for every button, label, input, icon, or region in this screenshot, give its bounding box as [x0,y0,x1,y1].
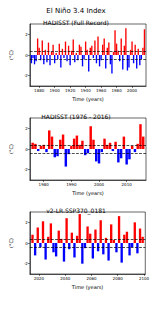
svg-text:1900: 1900 [50,88,61,93]
svg-text:1880: 1880 [34,88,45,93]
svg-text:Time (years): Time (years) [71,190,104,197]
svg-text:1940: 1940 [81,88,92,93]
svg-text:1920: 1920 [65,88,76,93]
svg-text:2060: 2060 [86,276,97,281]
svg-text:2010: 2010 [122,182,133,187]
svg-text:2: 2 [25,126,28,131]
svg-text:1960: 1960 [96,88,107,93]
svg-text:-2: -2 [24,167,28,172]
svg-text:HADISST (1976 - 2016): HADISST (1976 - 2016) [41,113,110,120]
svg-text:2100: 2100 [139,276,150,281]
svg-text:0: 0 [25,241,28,246]
svg-text:2: 2 [25,32,28,37]
svg-text:(°C): (°C) [8,50,14,60]
svg-text:v2-LR.SSP370_0181: v2-LR.SSP370_0181 [46,207,106,215]
svg-text:(°C): (°C) [8,144,14,154]
svg-text:1980: 1980 [111,88,122,93]
svg-text:0: 0 [25,147,28,152]
svg-text:Time (years): Time (years) [71,284,104,291]
svg-text:1990: 1990 [66,182,77,187]
svg-text:(°C): (°C) [8,238,14,248]
svg-text:-2: -2 [24,73,28,78]
svg-text:0: 0 [25,53,28,58]
svg-text:-2: -2 [24,261,28,266]
svg-text:2: 2 [25,220,28,225]
svg-text:2000: 2000 [94,182,105,187]
svg-text:2040: 2040 [60,276,71,281]
svg-text:El Niño 3.4 Index: El Niño 3.4 Index [46,7,105,15]
svg-text:2080: 2080 [113,276,124,281]
svg-text:1980: 1980 [39,182,50,187]
svg-text:2020: 2020 [34,276,45,281]
svg-text:HADISST (Full Record): HADISST (Full Record) [43,19,109,26]
svg-text:2000: 2000 [127,88,138,93]
svg-text:Time (years): Time (years) [71,96,104,103]
